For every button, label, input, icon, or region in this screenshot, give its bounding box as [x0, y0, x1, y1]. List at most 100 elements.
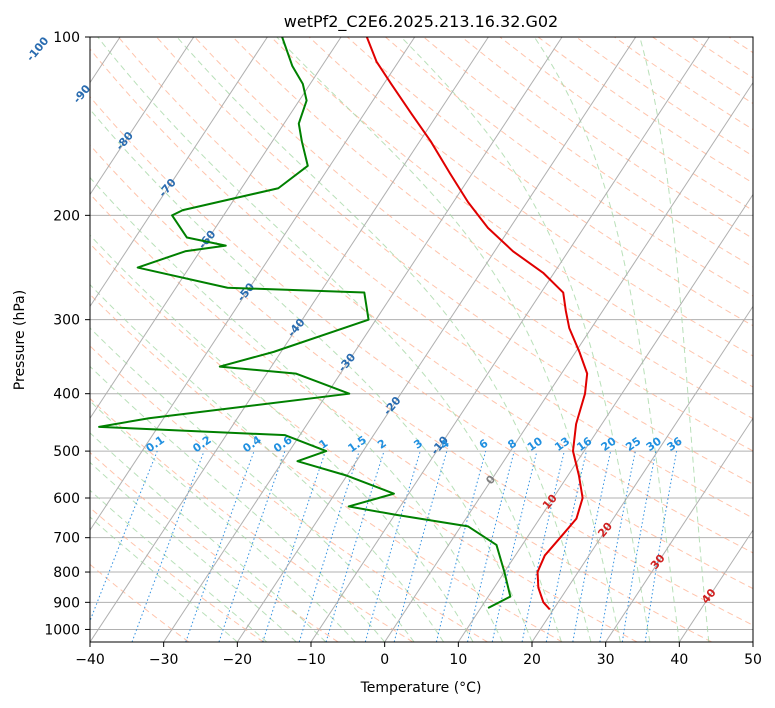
mixing-ratio-line — [298, 450, 360, 642]
dry-adiabat — [575, 37, 753, 157]
y-tick-label: 200 — [53, 208, 80, 224]
dry-adiabat — [652, 37, 753, 105]
dry-adiabat — [346, 37, 753, 327]
dry-adiabat — [156, 37, 753, 485]
isotherm — [90, 37, 342, 420]
mixing-ratio-label: 1.5 — [346, 433, 369, 455]
y-tick-label: 500 — [53, 444, 80, 460]
mixing-ratio-line — [364, 450, 421, 642]
dry-adiabat — [90, 451, 339, 642]
isotherm — [90, 37, 195, 196]
y-tick-label: 700 — [53, 531, 80, 547]
moist-adiabat — [90, 489, 268, 642]
isotherm-label: -50 — [235, 280, 258, 304]
mixing-ratio-line — [644, 451, 678, 642]
x-tick-label: 30 — [597, 652, 615, 668]
mixing-ratio-label: 0.2 — [190, 433, 213, 455]
isotherm — [457, 193, 753, 642]
mixing-ratio-line — [599, 450, 636, 642]
isotherm-label: -80 — [113, 129, 136, 153]
x-tick-label: 20 — [523, 652, 541, 668]
y-tick-label: 400 — [53, 387, 80, 403]
moist-adiabat — [90, 365, 386, 642]
moist-adiabat — [90, 108, 533, 642]
y-tick-label: 100 — [53, 30, 80, 46]
mixing-ratio-label: 6 — [477, 437, 491, 452]
y-axis-ticks: 100 200 300 400 500 600 700 800 900 1000 — [44, 30, 90, 638]
sounding-profiles — [98, 37, 589, 611]
dewpoint-profile — [98, 37, 512, 609]
dry-adiabat — [728, 37, 753, 54]
x-tick-label: −20 — [223, 652, 253, 668]
mixing-ratio-line — [185, 450, 255, 642]
chart-title: wetPf2_C2E6.2025.213.16.32.G02 — [284, 12, 558, 32]
dry-adiabat — [90, 345, 488, 642]
isotherm — [605, 417, 753, 642]
mixing-ratio-line — [90, 450, 158, 623]
dry-adiabat — [117, 37, 753, 519]
dry-adiabat — [90, 144, 753, 626]
plot-frame — [89, 36, 754, 643]
moist-adiabat — [90, 461, 297, 642]
isotherm — [90, 37, 489, 642]
moist-adiabat — [533, 37, 680, 642]
dry-adiabat — [90, 96, 753, 590]
isotherm — [90, 37, 268, 308]
dry-adiabat — [767, 37, 775, 642]
dry-adiabat — [270, 37, 753, 388]
moist-adiabat — [90, 283, 445, 642]
dry-adiabat — [385, 37, 753, 297]
isotherm-label: 10 — [540, 492, 560, 512]
moist-adiabat — [90, 176, 503, 642]
isotherm-label: -30 — [336, 351, 359, 375]
isotherm-label: 20 — [595, 520, 615, 540]
pressure-gridlines — [90, 37, 753, 630]
dry-adiabat — [461, 37, 753, 240]
dry-adiabat — [90, 507, 264, 642]
moist-adiabat — [90, 234, 474, 642]
moist-adiabat — [97, 37, 562, 642]
mixing-ratio-line — [325, 450, 385, 642]
y-tick-label: 600 — [53, 491, 80, 507]
isotherm-label: 40 — [699, 586, 719, 606]
dry-adiabat — [308, 37, 753, 357]
isotherm-label: 0 — [483, 473, 498, 487]
moist-adiabat — [176, 37, 592, 642]
dry-adiabat — [423, 37, 753, 268]
isotherm-label: -20 — [381, 394, 404, 418]
x-tick-label: 10 — [449, 652, 467, 668]
mixing-ratio-label: 0.4 — [240, 433, 264, 455]
x-tick-label: 50 — [744, 652, 762, 668]
x-tick-label: −30 — [149, 652, 179, 668]
dry-adiabat — [232, 37, 753, 420]
x-tick-label: 40 — [670, 652, 688, 668]
mixing-ratio-label: 0.1 — [144, 433, 167, 455]
moist-adiabat — [90, 400, 356, 642]
moist-adiabat — [276, 37, 621, 642]
isotherm — [310, 37, 710, 642]
mixing-ratio-line — [218, 450, 286, 642]
isotherm — [236, 37, 637, 642]
mixing-ratio-line — [262, 450, 326, 642]
isotherm — [163, 37, 563, 642]
mixing-ratio-label: 3 — [411, 437, 425, 452]
isotherm-label: -100 — [24, 34, 52, 64]
dry-adiabats — [90, 37, 775, 642]
mixing-ratio-line — [435, 450, 487, 642]
mixing-ratio-label: 8 — [505, 437, 519, 452]
isotherm-label: 30 — [648, 552, 668, 572]
mixing-ratio-label: 2 — [375, 437, 389, 452]
mixing-ratio-line — [393, 450, 448, 642]
isotherm — [384, 81, 753, 642]
isotherm — [752, 641, 753, 642]
mixing-ratio-labels: 0.1 0.2 0.4 0.6 1 1.5 2 3 4 6 8 10 13 16 20 25 30 36 — [144, 433, 685, 455]
isotherm — [531, 305, 753, 642]
y-tick-label: 900 — [53, 595, 80, 611]
isotherm — [678, 529, 753, 642]
mixing-ratio-line — [491, 450, 538, 642]
dry-adiabat — [690, 37, 753, 79]
dry-adiabat — [90, 563, 190, 642]
mixing-ratio-line — [131, 450, 205, 642]
moist-adiabat — [90, 432, 327, 642]
